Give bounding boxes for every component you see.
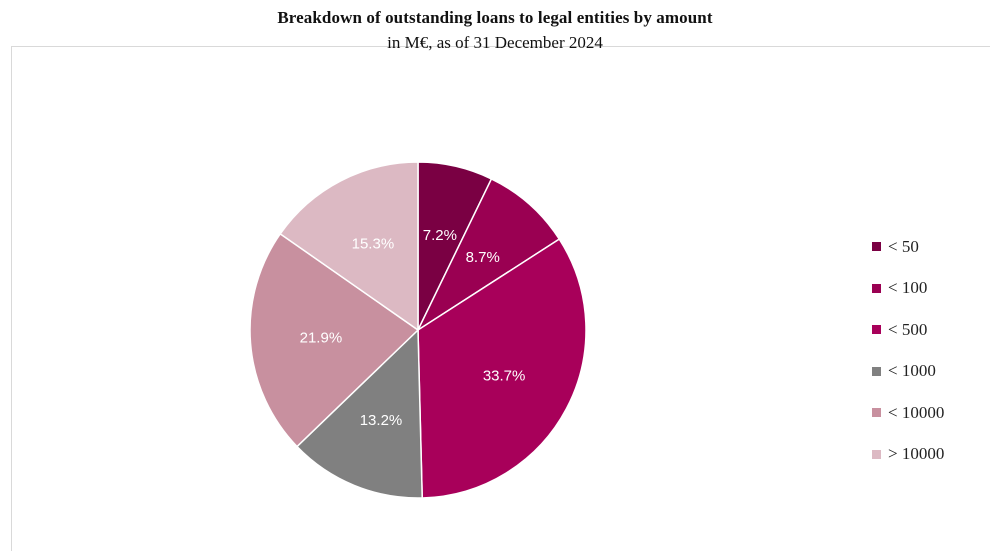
legend-item-lt100: < 100 [872, 268, 944, 310]
legend-swatch [872, 283, 881, 293]
legend-label: < 500 [888, 319, 928, 339]
legend-item-lt1000: < 1000 [872, 351, 944, 393]
pie-slice-gt10000 [279, 161, 419, 332]
legend-swatch [872, 325, 881, 335]
chart-legend: < 50 < 100 < 500 < 1000 < 10000 > 10000 [872, 226, 944, 475]
pie-slices [249, 161, 587, 499]
pie-slice-lt500 [417, 238, 587, 499]
chart-subtitle: in M€, as of 31 December 2024 [387, 33, 603, 52]
pie-slice-lt100 [416, 177, 561, 333]
pie-slice-lt10000 [249, 232, 420, 448]
legend-item-lt500: < 500 [872, 309, 944, 351]
legend-label: < 1000 [888, 361, 936, 381]
data-label-gt10000: 15.3% [352, 236, 395, 253]
legend-label: < 50 [888, 236, 919, 256]
legend-item-lt50: < 50 [872, 226, 944, 268]
data-label-lt100: 8.7% [466, 249, 500, 266]
data-label-lt1000: 13.2% [360, 412, 403, 429]
pie-slice-lt1000 [295, 328, 423, 499]
legend-swatch [872, 366, 881, 376]
pie-data-labels: 7.2% 8.7% 33.7% 13.2% 21.9% 15.3% [300, 227, 526, 429]
legend-label: < 10000 [888, 402, 945, 422]
legend-swatch [872, 242, 881, 252]
legend-label: > 10000 [888, 444, 945, 464]
legend-item-gt10000: > 10000 [872, 434, 944, 476]
chart-frame [11, 46, 990, 551]
data-label-lt500: 33.7% [483, 368, 526, 385]
chart-title: Breakdown of outstanding loans to legal … [277, 8, 713, 27]
legend-label: < 100 [888, 278, 928, 298]
data-label-lt10000: 21.9% [300, 330, 343, 347]
data-label-lt50: 7.2% [423, 227, 457, 244]
legend-swatch [872, 449, 881, 459]
legend-item-lt10000: < 10000 [872, 392, 944, 434]
legend-swatch [872, 408, 881, 418]
